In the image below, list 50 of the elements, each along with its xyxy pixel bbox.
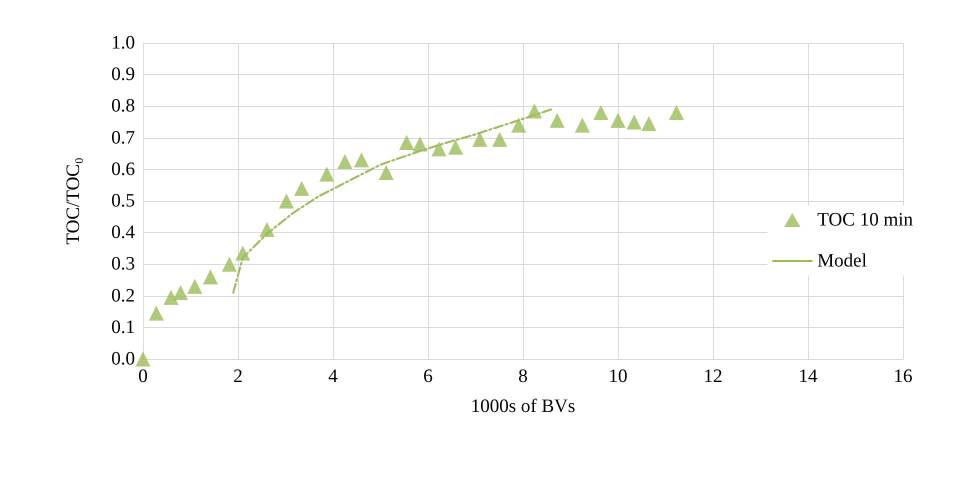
point: [136, 352, 150, 366]
point: [378, 165, 394, 180]
point: [173, 285, 188, 300]
point: [511, 118, 526, 133]
y-tick-label: 0.0: [111, 348, 135, 370]
point: [448, 140, 464, 155]
point: [164, 290, 179, 305]
x-tick-label: 2: [233, 366, 243, 387]
point: [492, 132, 508, 147]
x-axis-title: 1000s of BVs: [470, 396, 576, 417]
x-tick-label: 12: [704, 366, 722, 387]
point: [626, 114, 642, 130]
point: [222, 256, 237, 272]
point: [399, 135, 414, 150]
y-tick-label: 0.1: [111, 316, 135, 338]
x-tick-label: 16: [894, 366, 912, 387]
point: [278, 194, 294, 208]
legend-label: TOC 10 min: [817, 210, 914, 230]
x-tick-label: 8: [518, 366, 528, 387]
y-tick-label: 0.7: [111, 127, 135, 148]
point: [574, 118, 590, 133]
point: [319, 166, 334, 182]
x-tick-label: 14: [798, 366, 818, 387]
point: [202, 269, 218, 284]
point: [550, 112, 565, 128]
point: [354, 152, 369, 168]
x-tick-label: 6: [423, 366, 433, 387]
y-tick-label: 1.0: [111, 32, 135, 54]
point: [641, 116, 656, 132]
point: [337, 154, 352, 169]
x-tick-label: 4: [328, 366, 338, 387]
y-tick-label: 0.2: [111, 285, 135, 306]
y-axis-title: TOC/TOC₀: [63, 157, 84, 245]
y-tick-label: 0.4: [111, 222, 136, 244]
y-tick-label: 0.6: [111, 158, 135, 180]
y-tick-label: 0.5: [111, 190, 135, 212]
point: [668, 105, 684, 120]
y-tick-label: 0.8: [111, 96, 135, 117]
y-tick-label: 0.9: [111, 64, 135, 86]
x-tick-label: 0: [138, 366, 148, 387]
legend-label: Model: [817, 250, 867, 272]
point: [610, 112, 626, 128]
y-tick-label: 0.3: [111, 254, 135, 275]
point: [148, 306, 164, 321]
point: [187, 278, 202, 294]
point: [431, 141, 446, 156]
x-tick-label: 10: [608, 366, 628, 387]
point: [593, 105, 608, 120]
point: [294, 180, 310, 196]
point: [472, 132, 488, 147]
